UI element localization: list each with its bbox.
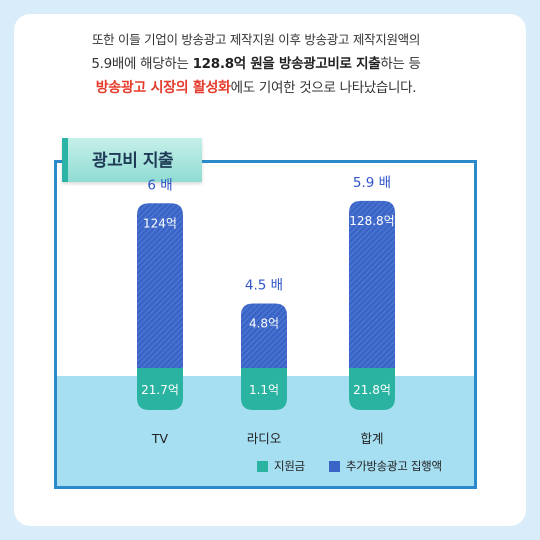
category-label-2: 합계 xyxy=(360,431,383,446)
label-multiplier-1: 4.5 배 xyxy=(245,277,283,293)
intro-line-3: 방송광고 시장의 활성화에도 기여한 것으로 나타났습니다. xyxy=(36,76,476,100)
label-support-1: 1.1억 xyxy=(249,383,279,397)
bar-support-0 xyxy=(137,368,183,410)
intro-line-3-red: 방송광고 시장의 활성화 xyxy=(95,80,231,96)
label-multiplier-2: 5.9 배 xyxy=(353,175,391,191)
bar-additional-1 xyxy=(241,303,287,368)
intro-text: 또한 이들 기업이 방송광고 제작지원 이후 방송광고 제작지원액의 5.9배에… xyxy=(36,28,476,100)
label-support-2: 21.8억 xyxy=(353,383,391,397)
legend-label-additional: 추가방송광고 집행액 xyxy=(345,459,442,473)
intro-line-2-pre: 5.9배에 해당하는 xyxy=(91,56,193,72)
intro-line-3-post: 에도 기여한 것으로 나타났습니다. xyxy=(230,80,417,96)
chart-title: 광고비 지출 xyxy=(92,151,174,171)
intro-line-1: 또한 이들 기업이 방송광고 제작지원 이후 방송광고 제작지원액의 xyxy=(91,32,421,47)
label-additional-0: 124억 xyxy=(143,216,177,230)
bar-support-2 xyxy=(349,368,395,410)
category-label-0: TV xyxy=(151,431,169,446)
intro-line-2: 5.9배에 해당하는 128.8억 원을 방송광고비로 지출하는 등 xyxy=(36,52,476,76)
label-additional-2: 128.8억 xyxy=(349,214,394,228)
legend-swatch-additional xyxy=(328,460,340,472)
category-label-1: 라디오 xyxy=(247,431,282,446)
bar-additional-0 xyxy=(137,203,183,368)
chart-title-ribbon xyxy=(62,138,202,182)
label-additional-1: 4.8억 xyxy=(249,316,279,330)
legend-label-support: 지원금 xyxy=(274,459,305,473)
label-support-0: 21.7억 xyxy=(141,383,179,397)
legend: 지원금 추가방송광고 집행액 xyxy=(257,458,442,474)
legend-swatch-support xyxy=(257,460,268,472)
label-multiplier-0: 6 배 xyxy=(147,177,172,193)
intro-line-2-bold: 128.8억 원을 방송광고비로 지출 xyxy=(192,56,381,72)
intro-line-2-post: 하는 등 xyxy=(380,56,421,72)
bar-support-1 xyxy=(241,368,287,410)
bar-additional-2 xyxy=(349,200,395,368)
